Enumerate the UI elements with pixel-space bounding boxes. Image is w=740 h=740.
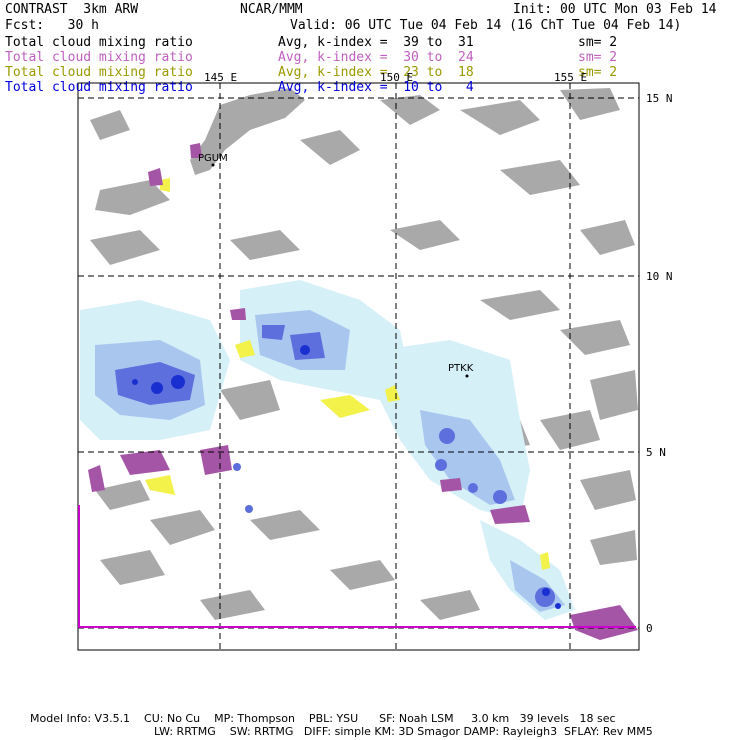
valid-time: Valid: 06 UTC Tue 04 Feb 14 (16 ChT Tue … [290, 18, 682, 33]
legend-row-range: Avg, k-index = 39 to 31 [278, 35, 474, 50]
lat-label-10n: 10 N [646, 270, 673, 283]
station-marker-pgum [211, 163, 215, 167]
legend-row-field: Total cloud mixing ratio [5, 65, 193, 80]
lon-label-145e: 145 E [204, 71, 238, 84]
legend-row-smoothing: sm= 2 [578, 35, 618, 50]
legend-row-range: Avg, k-index = 30 to 24 [278, 50, 474, 65]
cloud-field [80, 280, 575, 620]
purple-contours [88, 143, 638, 640]
legend-row-smoothing: sm= 2 [578, 50, 618, 65]
lat-label-0: 0 [646, 622, 653, 635]
legend-row-field: Total cloud mixing ratio [5, 50, 193, 65]
lat-label-15n: 15 N [646, 92, 673, 105]
lon-label-150e: 150 E [380, 71, 414, 84]
model-info-line1: Model Info: V3.5.1 CU: No Cu MP: Thompso… [30, 712, 616, 725]
organization-label: NCAR/MMM [240, 2, 303, 17]
yellow-contours [145, 178, 550, 570]
domain-boundary [78, 505, 636, 628]
model-title: CONTRAST 3km ARW [5, 2, 139, 17]
legend-row-field: Total cloud mixing ratio [5, 35, 193, 50]
legend-row-smoothing: sm= 2 [578, 65, 618, 80]
lon-label-155e: 155 E [554, 71, 588, 84]
station-marker-ptkk [465, 374, 469, 378]
land-masses [90, 88, 638, 620]
station-label-ptkk: PTKK [448, 363, 474, 374]
legend-row-field: Total cloud mixing ratio [5, 80, 193, 95]
model-info-line2: LW: RRTMG SW: RRTMG DIFF: simple KM: 3D … [154, 725, 653, 738]
init-time: Init: 00 UTC Mon 03 Feb 14 [513, 2, 717, 17]
lat-label-5n: 5 N [646, 446, 666, 459]
legend-row-range: Avg, k-index = 10 to 4 [278, 80, 474, 95]
station-label-pgum: PGUM [198, 153, 228, 164]
forecast-hour: Fcst: 30 h [5, 18, 99, 33]
legend-row-range: Avg, k-index = 23 to 18 [278, 65, 474, 80]
